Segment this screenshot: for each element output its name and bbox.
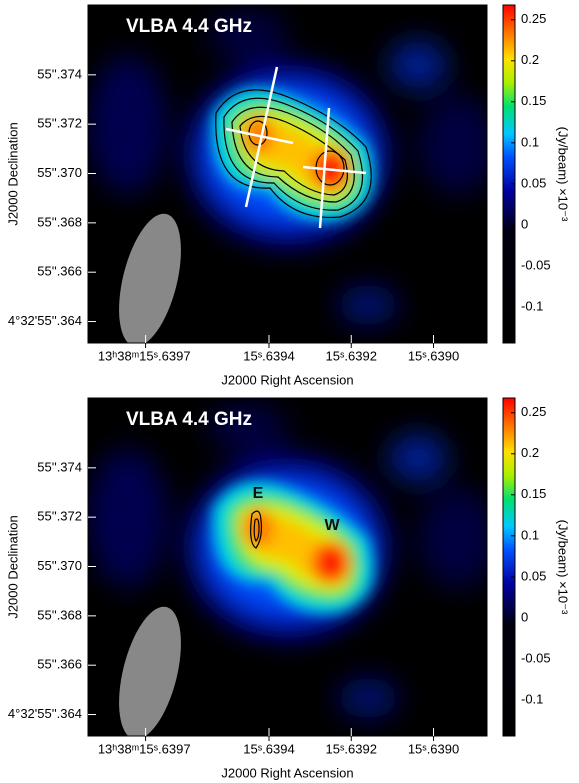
colorbar-tick-label: 0 bbox=[521, 609, 528, 624]
colorbar-tick-label: 0.25 bbox=[521, 404, 546, 419]
colorbar-tick-label: -0.1 bbox=[521, 298, 543, 313]
colorbar-tick-label: -0.05 bbox=[521, 650, 551, 665]
colorbar-tick-label: 0.05 bbox=[521, 175, 546, 190]
colorbar-tick-label: 0.25 bbox=[521, 11, 546, 26]
y-tick-label: 55''.368 bbox=[37, 607, 82, 622]
x-tick-label: 13ʰ38ᵐ15ˢ.6397 bbox=[98, 741, 191, 756]
panel-2-map bbox=[88, 398, 498, 746]
colorbar-tick-label: 0.1 bbox=[521, 134, 539, 149]
y-axis-label: J2000 Declination bbox=[5, 515, 20, 618]
y-tick-label: 55''.372 bbox=[37, 116, 82, 131]
colorbar-tick-label: 0 bbox=[521, 216, 528, 231]
y-tick-label: 55''.368 bbox=[37, 214, 82, 229]
y-tick-label: 4°32'55''.364 bbox=[8, 706, 82, 721]
y-tick-label: 4°32'55''.364 bbox=[8, 313, 82, 328]
colorbar-tick-label: 0.15 bbox=[521, 93, 546, 108]
x-tick-label: 15ˢ.6394 bbox=[243, 741, 294, 756]
y-axis-label: J2000 Declination bbox=[5, 122, 20, 225]
x-tick-label: 15ˢ.6390 bbox=[408, 348, 459, 363]
colorbar-label: (Jy/beam) ×10⁻³ bbox=[556, 520, 571, 615]
colorbar-label: (Jy/beam) ×10⁻³ bbox=[556, 127, 571, 222]
y-tick-label: 55''.374 bbox=[37, 459, 82, 474]
x-axis-label: J2000 Right Ascension bbox=[221, 372, 353, 387]
panel-title: VLBA 4.4 GHz bbox=[126, 409, 252, 430]
x-tick-label: 15ˢ.6392 bbox=[326, 348, 377, 363]
y-tick-label: 55''.374 bbox=[37, 66, 82, 81]
colorbar-tick-label: 0.15 bbox=[521, 486, 546, 501]
x-tick-label: 13ʰ38ᵐ15ˢ.6397 bbox=[98, 348, 191, 363]
colorbar-tick-label: -0.1 bbox=[521, 691, 543, 706]
annotation: W bbox=[324, 517, 340, 534]
annotation: E bbox=[253, 485, 264, 502]
colorbar bbox=[502, 4, 516, 344]
x-tick-label: 15ˢ.6394 bbox=[243, 348, 294, 363]
x-tick-label: 15ˢ.6392 bbox=[326, 741, 377, 756]
colorbar-tick-label: -0.05 bbox=[521, 257, 551, 272]
colorbar-tick-label: 0.1 bbox=[521, 527, 539, 542]
y-tick-label: 55''.370 bbox=[37, 558, 82, 573]
y-tick-label: 55''.366 bbox=[37, 657, 82, 672]
x-axis-label: J2000 Right Ascension bbox=[221, 765, 353, 780]
x-tick-label: 15ˢ.6390 bbox=[408, 741, 459, 756]
y-tick-label: 55''.366 bbox=[37, 264, 82, 279]
colorbar bbox=[502, 397, 516, 737]
panel-title: VLBA 4.4 GHz bbox=[126, 16, 252, 37]
y-tick-label: 55''.370 bbox=[37, 165, 82, 180]
colorbar-tick-label: 0.05 bbox=[521, 568, 546, 583]
y-tick-label: 55''.372 bbox=[37, 509, 82, 524]
panel-1-map bbox=[88, 5, 498, 353]
colorbar-tick-label: 0.2 bbox=[521, 52, 539, 67]
colorbar-tick-label: 0.2 bbox=[521, 445, 539, 460]
